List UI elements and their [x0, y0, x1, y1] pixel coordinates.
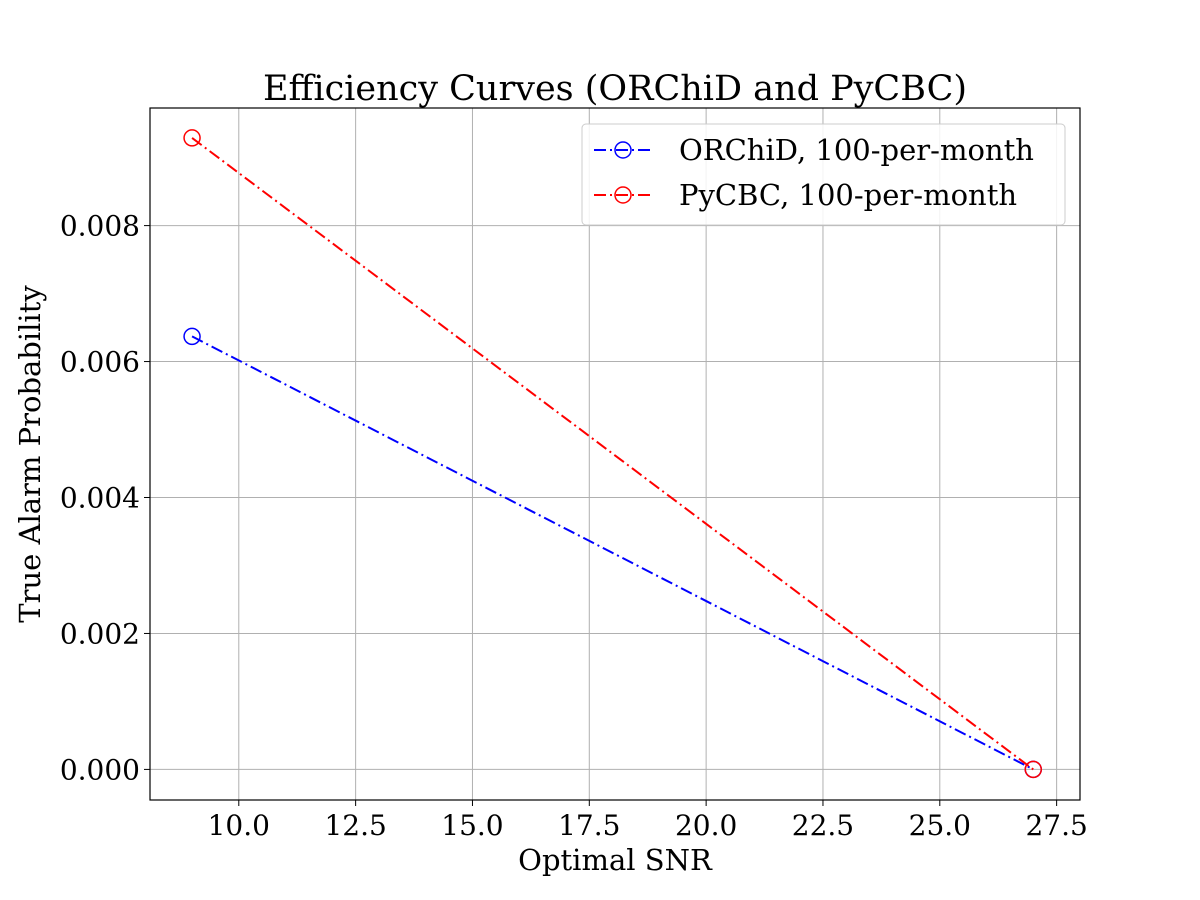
- x-tick-label: 17.5: [558, 809, 620, 842]
- y-axis-label: True Alarm Probability: [13, 285, 47, 623]
- ticks-layer: 10.0 12.5 15.0 17.5 20.0 22.5 25.0 27.5 0.000 0.0…: [60, 210, 1088, 842]
- x-tick-label: 22.5: [792, 809, 854, 842]
- x-tick-label: 15.0: [441, 809, 503, 842]
- legend: ORChiD, 100-per-month PyCBC, 100-per-mont…: [581, 123, 1066, 226]
- legend-entries: ORChiD, 100-per-month PyCBC, 100-per-mont…: [594, 133, 1034, 212]
- series-layer: [183, 129, 1043, 779]
- y-tick-label: 0.002: [60, 617, 140, 650]
- x-tick-label: 27.5: [1025, 809, 1087, 842]
- x-axis-label: Optimal SNR: [518, 843, 713, 877]
- y-tick-label: 0.006: [60, 346, 140, 379]
- x-tick-label: 25.0: [909, 809, 971, 842]
- legend-marker-swatch: [614, 186, 632, 204]
- chart-title: Efficiency Curves (ORChiD and PyCBC): [263, 69, 967, 109]
- y-tick-label: 0.008: [60, 210, 140, 243]
- data-point-marker: [1024, 760, 1043, 779]
- x-tick-label: 12.5: [324, 809, 386, 842]
- y-tick-label: 0.000: [60, 753, 140, 786]
- series-line: [191, 335, 1034, 771]
- y-tick-label: 0.004: [60, 482, 140, 515]
- x-tick-label: 10.0: [208, 809, 270, 842]
- legend-label: PyCBC, 100-per-month: [679, 178, 1017, 212]
- legend-marker-swatch: [614, 141, 632, 159]
- data-point-marker: [183, 327, 201, 346]
- legend-label: ORChiD, 100-per-month: [679, 133, 1034, 167]
- plot-area-frame: [149, 107, 1081, 801]
- x-tick-label: 20.0: [675, 809, 737, 842]
- legend-frame: [581, 123, 1066, 226]
- data-point-marker: [183, 129, 201, 147]
